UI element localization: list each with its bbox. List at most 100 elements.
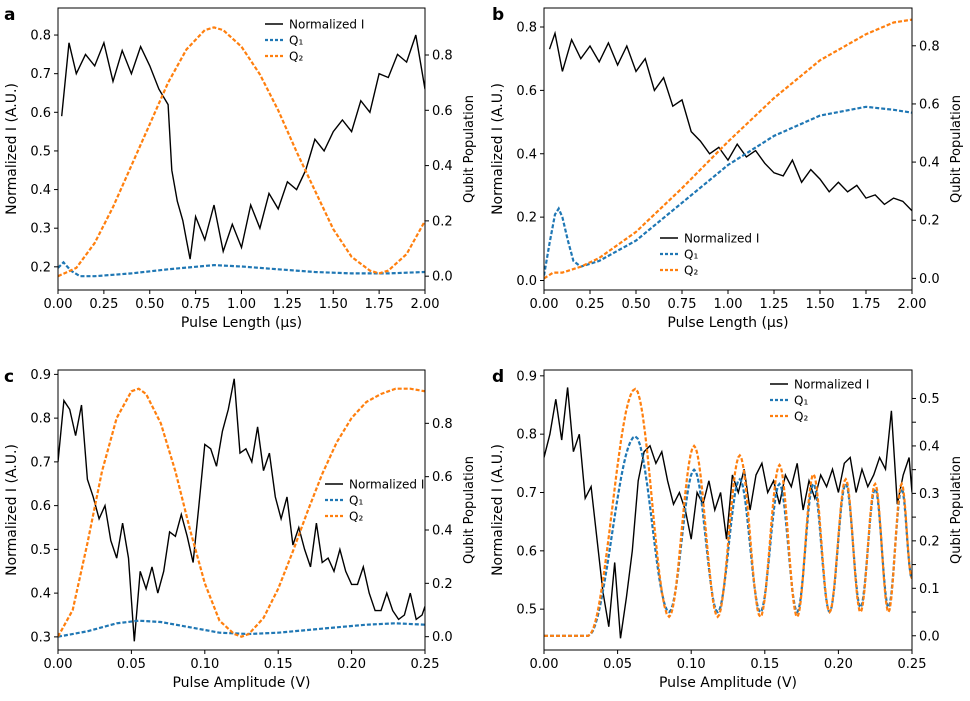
y-tick-label-left: 0.9	[30, 368, 51, 383]
y-tick-label-right: 0.4	[432, 524, 453, 539]
y-tick-label-left: 0.3	[30, 630, 51, 645]
y-tick-label-left: 0.6	[30, 499, 51, 514]
y-axis-label-right: Qubit Population	[462, 95, 477, 203]
legend-label: Normalized I	[349, 478, 424, 492]
y-axis-label-right: Qubit Population	[949, 456, 964, 564]
y-tick-label-left: 0.4	[30, 183, 51, 198]
y-axis-label-left: Normalized I (A.U.)	[490, 83, 506, 215]
series-line-q2	[58, 26, 425, 278]
legend-label: Q₂	[794, 410, 808, 424]
x-tick-label: 0.10	[190, 657, 219, 672]
y-tick-label-right: 0.8	[432, 417, 453, 432]
y-tick-label-right: 0.4	[919, 439, 940, 454]
plot-frame	[543, 369, 913, 651]
y-tick-label-left: 0.5	[516, 603, 537, 618]
x-tick-label: 1.50	[319, 297, 348, 312]
panel-b: b 0.00 0.25 0.50 0.75 1.00 1.25 1.50 1.75 2.00 0.0…	[490, 5, 964, 331]
x-axis-label: Pulse Amplitude (V)	[172, 675, 310, 691]
panel-a: a 0.00 0.25 0.50 0.75 1.00 1.25 1.50 1.75 2.00 0.2…	[4, 5, 477, 331]
panel-letter: d	[492, 367, 504, 387]
y-tick-label-right: 0.0	[432, 630, 453, 645]
x-axis-label: Pulse Amplitude (V)	[659, 675, 797, 691]
y-tick-label-left: 0.6	[516, 544, 537, 559]
y-tick-label-left: 0.6	[516, 84, 537, 99]
y-tick-label-right: 0.3	[919, 487, 940, 502]
legend-label: Q₁	[684, 248, 698, 262]
legend-label: Q₁	[349, 494, 363, 508]
y-tick-label-left: 0.5	[30, 543, 51, 558]
x-tick-label: 0.20	[337, 657, 366, 672]
x-tick-label: 1.25	[760, 297, 789, 312]
legend: Normalized I Q₁ Q₂	[770, 378, 869, 424]
y-tick-label-right: 0.0	[432, 270, 453, 285]
x-tick-label: 0.50	[135, 297, 164, 312]
y-tick-label-left: 0.7	[516, 486, 537, 501]
y-tick-label-left: 0.5	[30, 144, 51, 159]
panel-letter: a	[4, 5, 15, 25]
series-line-normalized-i	[58, 378, 425, 642]
y-axis-label-left: Normalized I (A.U.)	[4, 444, 20, 576]
x-tick-label: 0.00	[44, 297, 73, 312]
legend-label: Normalized I	[684, 232, 759, 246]
legend: Normalized I Q₁ Q₂	[265, 18, 364, 64]
plot-frame	[543, 7, 913, 291]
y-tick-label-right: 0.8	[432, 49, 453, 64]
y-tick-label-left: 0.8	[30, 29, 51, 44]
y-tick-label-left: 0.7	[30, 455, 51, 470]
legend: Normalized I Q₁ Q₂	[660, 232, 759, 278]
y-tick-label-left: 0.0	[516, 274, 537, 289]
y-tick-label-left: 0.2	[30, 260, 51, 275]
legend-label: Q₁	[794, 394, 808, 408]
y-tick-label-right: 0.4	[432, 159, 453, 174]
series-line-normalized-i	[548, 30, 912, 212]
x-tick-label: 0.00	[530, 657, 559, 672]
x-tick-label: 2.00	[411, 297, 440, 312]
y-tick-label-right: 0.2	[432, 214, 453, 229]
y-axis-label-right: Qubit Population	[462, 456, 477, 564]
plot-frame	[57, 369, 426, 651]
legend-label: Normalized I	[289, 18, 364, 32]
x-tick-label: 1.00	[227, 297, 256, 312]
y-tick-label-right: 0.4	[919, 156, 940, 171]
y-tick-label-left: 0.8	[30, 412, 51, 427]
x-tick-label: 1.25	[273, 297, 302, 312]
y-tick-label-right: 0.8	[919, 39, 940, 54]
panel-c: c 0.00 0.05 0.10 0.15 0.20 0.25 0.3 0.4 0.5 0.6 0.7…	[4, 367, 477, 691]
x-tick-label: 0.05	[603, 657, 632, 672]
panel-letter: b	[492, 5, 504, 25]
x-axis-label: Pulse Length (μs)	[667, 315, 788, 331]
y-tick-label-right: 0.5	[919, 392, 940, 407]
y-tick-label-left: 0.4	[30, 587, 51, 602]
series-line-q2	[544, 18, 912, 280]
y-tick-label-right: 0.0	[919, 272, 940, 287]
y-tick-label-left: 0.3	[30, 222, 51, 237]
x-tick-label: 0.75	[668, 297, 697, 312]
x-tick-label: 1.50	[806, 297, 835, 312]
series-line-q2	[58, 387, 425, 638]
x-tick-label: 1.00	[714, 297, 743, 312]
y-tick-label-right: 0.1	[919, 582, 940, 597]
x-tick-label: 0.00	[530, 297, 559, 312]
legend-label: Q₂	[684, 264, 698, 278]
x-tick-label: 2.00	[898, 297, 927, 312]
x-tick-label: 0.25	[411, 657, 440, 672]
y-tick-label-right: 0.6	[432, 104, 453, 119]
x-tick-label: 0.15	[264, 657, 293, 672]
legend: Normalized I Q₁ Q₂	[325, 478, 424, 524]
y-tick-label-right: 0.0	[919, 629, 940, 644]
y-tick-label-right: 0.6	[432, 470, 453, 485]
x-tick-label: 0.25	[576, 297, 605, 312]
y-tick-label-right: 0.2	[919, 214, 940, 229]
y-tick-label-left: 0.7	[30, 67, 51, 82]
series-line-q1	[58, 619, 425, 638]
y-axis-label-right: Qubit Population	[949, 95, 964, 203]
legend-label: Normalized I	[794, 378, 869, 392]
x-tick-label: 0.25	[89, 297, 118, 312]
series-line-normalized-i	[61, 34, 425, 260]
x-tick-label: 0.25	[898, 657, 927, 672]
y-tick-label-left: 0.9	[516, 369, 537, 384]
y-tick-label-right: 0.2	[919, 534, 940, 549]
y-tick-label-left: 0.8	[516, 21, 537, 36]
x-tick-label: 0.50	[622, 297, 651, 312]
